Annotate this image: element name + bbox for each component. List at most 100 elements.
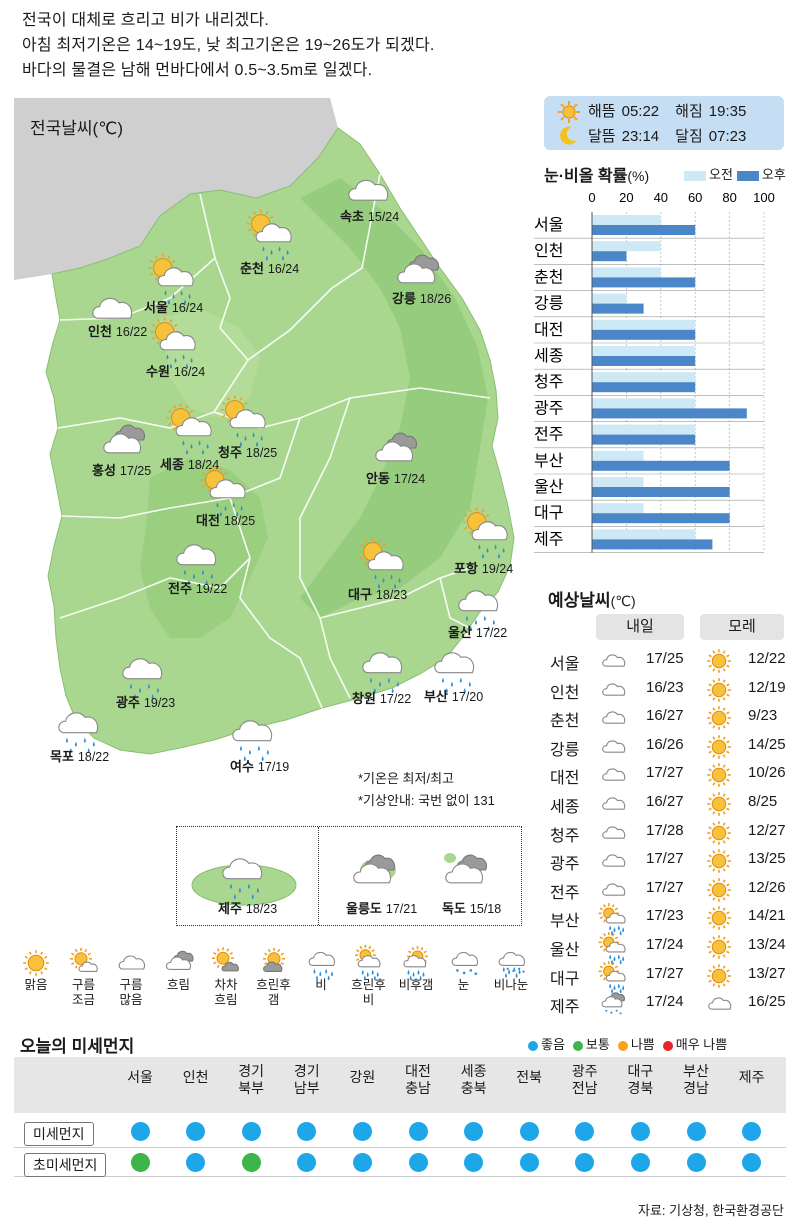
bar-pm [592,408,747,419]
forecast-col-dayafter: 모레 [700,614,784,640]
snow-icon [442,948,486,978]
cloudy-icon [600,791,626,821]
rain-icon [228,714,274,765]
moonset-label: 달짐 [675,128,703,145]
cloudy-icon [706,991,732,1021]
category-label: 대전 [534,321,563,339]
partly-cloudy-icon [62,947,106,978]
inset-divider [318,827,319,925]
dust-level-dot [130,1153,150,1172]
forecast-city: 울산 [550,942,580,959]
category-label: 춘천 [534,268,563,286]
legend-label: 구름 많음 [119,978,143,1007]
inset-box [176,826,522,926]
city-name: 울산 [448,625,472,640]
dust-level-dot [352,1153,372,1172]
dust-region: 전북 [516,1069,543,1085]
forecast-city: 부산 [550,913,580,931]
category-label: 울산 [534,478,564,496]
dust-level-dot [130,1122,150,1141]
forecast-dayafter-temp: 13/24 [748,936,786,953]
bar-am [592,215,661,225]
city-temp: 17/24 [393,472,426,486]
city-name: 춘천 [240,261,264,276]
city-label: 강릉 18/26 [392,288,451,307]
forecast-row: 세종 16/27 8/25 [548,789,788,817]
city-temp: 18/23 [375,588,408,602]
legend-item: 비나눈 [489,948,533,993]
legend-pm-swatch [736,170,759,181]
dust-level-dot [464,1153,484,1172]
city-label: 속초 15/24 [340,206,399,225]
cloudy-rain-after-sun-icon [462,507,508,559]
forecast-city: 서울 [550,656,580,673]
cloudy-rain-after-sun-icon [148,253,194,305]
forecast-tomorrow-temp: 17/25 [646,650,684,667]
pm25-label: 초미세먼지 [24,1153,107,1177]
forecast-row: 전주 17/27 12/26 [548,875,788,903]
forecast-unit: (℃) [610,593,636,609]
city-name: 대구 [348,587,372,602]
dust-title: 오늘의 미세먼지 [20,1037,135,1056]
city-label: 울산 17/22 [448,622,507,641]
forecast-tomorrow-temp: 17/24 [646,993,684,1011]
bar-pm [592,277,696,288]
dust-level-dot [630,1122,650,1141]
dust-row-pm10: 미세먼지 [14,1117,786,1147]
city-name: 대전 [196,513,220,528]
city-temp: 17/25 [119,464,152,478]
dust-level-dot [742,1122,762,1141]
legend-item: 흐린후 갬 [252,947,296,1008]
rain-after-sun-icon [598,903,626,936]
cloudy-icon [600,848,626,878]
forecast-dayafter-temp: 13/25 [748,850,786,868]
category-label: 제주 [534,530,563,548]
cloudy-icon [600,734,626,764]
city-label: 춘천 16/24 [240,258,299,277]
source-credit: 자료: 기상청, 한국환경공단 [637,1203,784,1218]
city-label: 서울 16/24 [144,297,203,316]
city-label: 수원 16/24 [146,361,205,380]
cloudy-icon [600,705,626,735]
forecast-city: 강릉 [550,741,580,759]
sunset-label: 해짐 [675,103,703,120]
sunny-icon [706,705,732,735]
gradually-cloudy-icon [204,947,248,978]
bar-am [592,241,661,252]
cloudy-icon [600,820,626,850]
forecast-row: 울산 17/24 13/24 [548,932,788,965]
forecast-dayafter-temp: 14/21 [748,907,786,925]
legend-label: 흐린후 비 [351,978,386,1007]
overcast-icon [394,250,440,301]
legend-label: 구름 조금 [71,978,95,1007]
x-tick-label: 0 [588,190,595,205]
headline: 전국이 대체로 흐리고 비가 내리겠다. 아침 최저기온은 14~19도, 낮 … [22,8,582,83]
moonset-time: 07:23 [708,128,747,145]
city-temp: 17/22 [379,692,412,706]
city-temp: 19/23 [143,696,176,710]
forecast-dayafter-temp: 12/22 [748,650,786,667]
city-label: 홍성 17/25 [92,460,151,479]
forecast-dayafter-temp: 14/25 [748,735,786,753]
rain-after-sun-icon [598,960,626,993]
dust-region: 경기 남부 [293,1063,320,1096]
bar-am [592,477,644,487]
category-label: 전주 [534,426,563,444]
map-notes: *기온은 최저/최고 *기상안내: 국번 없이 131 [358,768,495,812]
city-temp: 18/25 [245,446,278,460]
rain-icon [54,706,100,757]
city-label: 대구 18/23 [348,584,407,603]
forecast-city: 전주 [550,884,580,902]
sunny-icon [706,848,732,878]
dust-level-dot [575,1153,595,1172]
bar-am [592,346,696,356]
sun-icon [558,101,580,123]
legend-label: 흐린후 갬 [256,978,291,1007]
forecast-row: 제주 17/24 16/25 [548,989,788,1017]
sunny-icon [14,948,58,978]
city-label: 여수 17/19 [230,756,289,775]
forecast-row: 서울 17/25 12/22 [548,646,788,674]
forecast-row: 춘천 16/27 9/23 [548,703,788,731]
rain-icon [299,948,343,981]
forecast-tomorrow-temp: 16/26 [646,735,684,753]
